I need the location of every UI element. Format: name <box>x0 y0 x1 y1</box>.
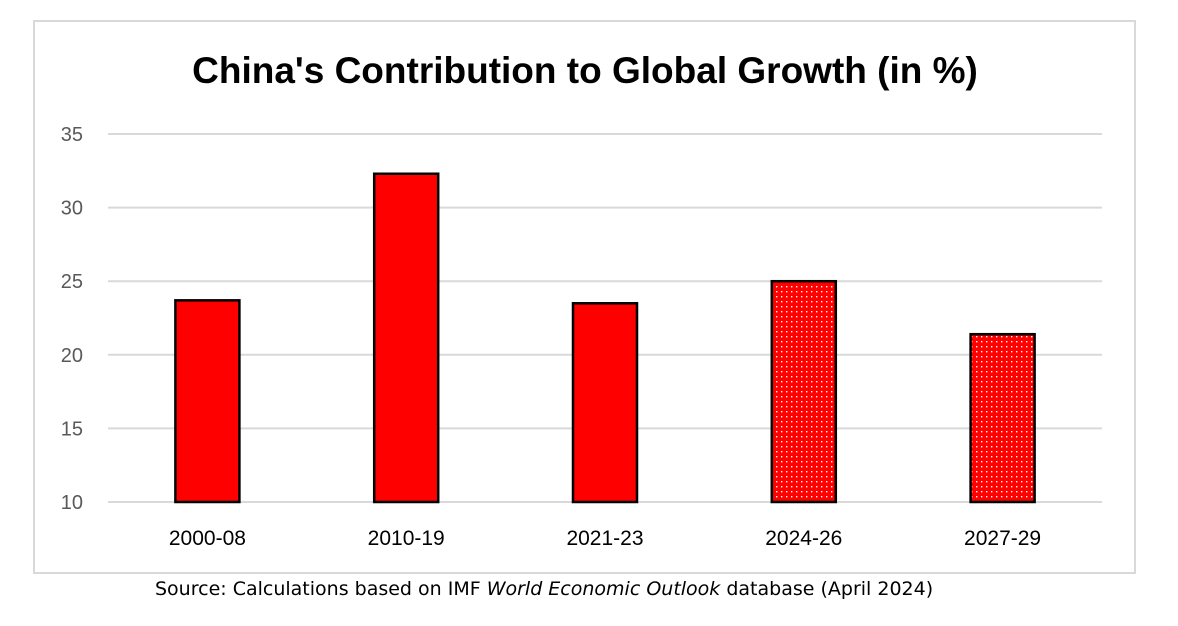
y-tick-label: 10 <box>61 492 83 514</box>
bar-2027-29 <box>969 332 1036 504</box>
y-tick-label: 30 <box>61 198 83 220</box>
bars <box>174 172 1036 504</box>
y-tick-label: 20 <box>61 345 83 367</box>
x-tick-label: 2000-08 <box>169 527 246 550</box>
source-prefix: Source: Calculations based on IMF <box>155 578 487 600</box>
source-note: Source: Calculations based on IMF World … <box>155 578 933 600</box>
x-axis-ticks: 2000-08 2010-19 2021-23 2024-26 2027-29 <box>169 527 1041 550</box>
y-tick-label: 25 <box>61 271 83 293</box>
x-tick-label: 2024-26 <box>765 527 842 550</box>
x-tick-label: 2010-19 <box>368 527 445 550</box>
y-tick-label: 15 <box>61 418 83 440</box>
y-tick-label: 35 <box>61 124 83 146</box>
chart-title: China's Contribution to Global Growth (i… <box>192 50 978 91</box>
bar-2021-23 <box>571 302 639 504</box>
bar-2010-19 <box>372 172 440 504</box>
bar-2000-08 <box>174 299 241 504</box>
source-italic: World Economic Outlook <box>486 578 721 600</box>
source-suffix: database (April 2024) <box>720 578 934 600</box>
x-tick-label: 2027-29 <box>964 527 1041 550</box>
bar-2024-26 <box>770 279 838 504</box>
x-tick-label: 2021-23 <box>566 527 643 550</box>
y-axis-ticks: 10 15 20 25 30 35 <box>61 124 83 514</box>
